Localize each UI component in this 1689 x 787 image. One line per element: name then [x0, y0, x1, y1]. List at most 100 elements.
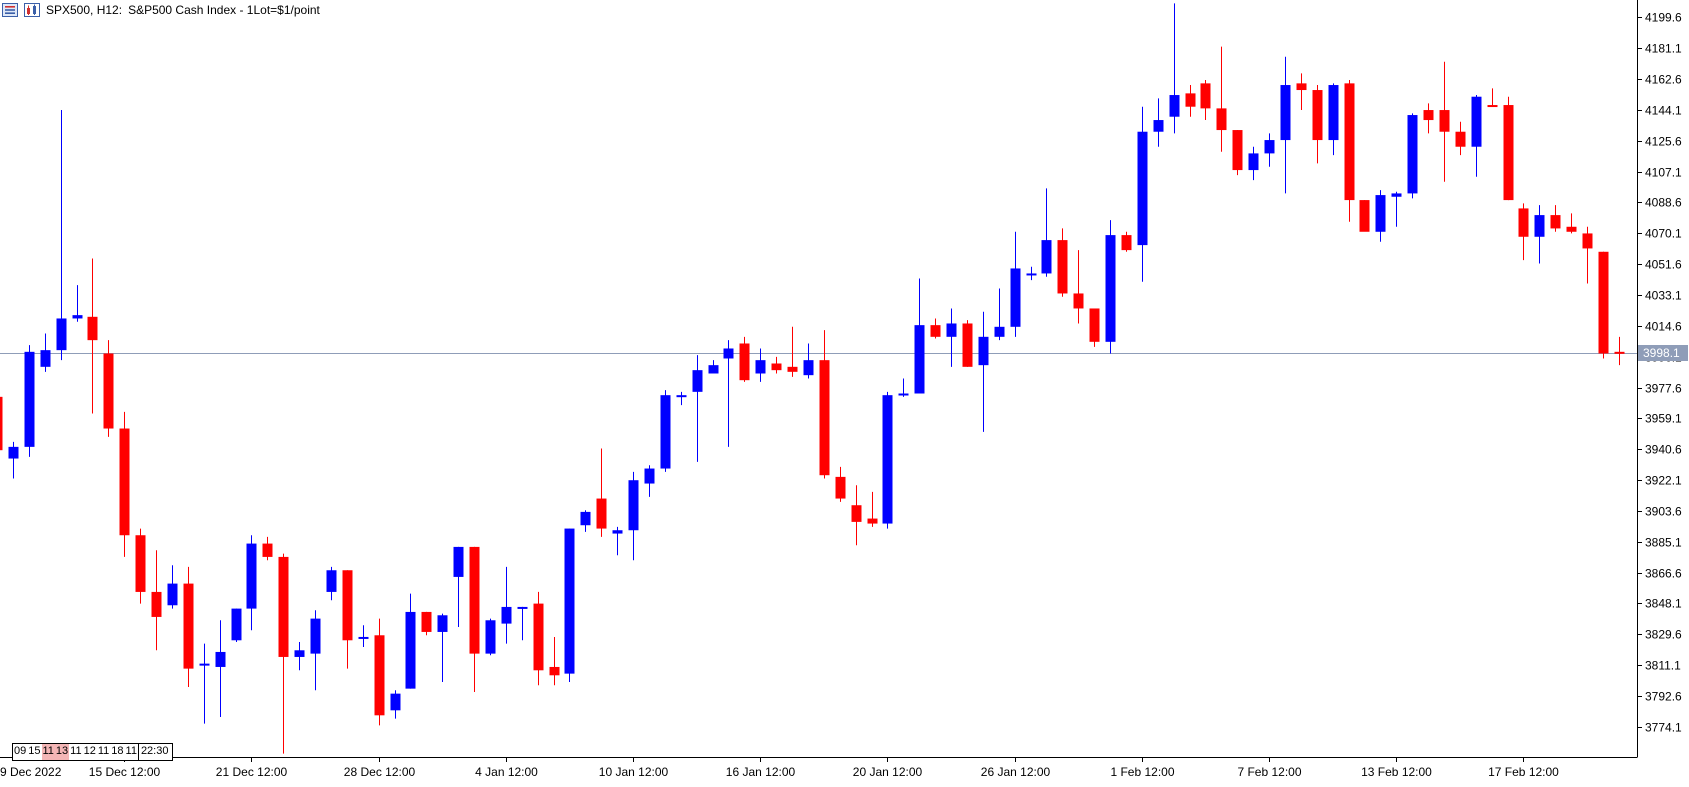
- candle: [326, 566, 337, 601]
- candle: [151, 550, 162, 651]
- candle: [1518, 203, 1529, 261]
- candle-body: [898, 393, 909, 396]
- candle: [1312, 85, 1323, 164]
- candle-body: [946, 323, 957, 337]
- candle-body: [549, 666, 560, 676]
- candle-body: [1598, 251, 1609, 354]
- bar-time-segment: 11: [97, 745, 110, 757]
- candle-body: [1391, 193, 1402, 197]
- candle-body: [882, 395, 893, 524]
- chart-symbol: SPX500, H12:: [46, 3, 123, 17]
- candle: [739, 336, 750, 382]
- candle-body: [1487, 105, 1498, 108]
- candle: [1010, 231, 1021, 337]
- candle: [994, 288, 1005, 341]
- candle: [358, 625, 369, 647]
- x-tick-label: 9 Dec 2022: [0, 765, 62, 779]
- candle: [898, 378, 909, 397]
- menu-list-icon[interactable]: [2, 3, 18, 17]
- candle: [453, 546, 464, 627]
- y-tick-label: 4199.6: [1645, 11, 1682, 25]
- candle-body: [580, 511, 591, 526]
- candle: [72, 285, 83, 322]
- candle: [1185, 85, 1196, 117]
- candle-body: [246, 543, 257, 609]
- candle: [1407, 113, 1418, 199]
- candle: [1248, 146, 1259, 181]
- x-tick-label: 20 Jan 12:00: [853, 765, 923, 779]
- candle-body: [1455, 131, 1466, 147]
- candle: [867, 491, 878, 527]
- candle-body: [1518, 208, 1529, 237]
- candle: [294, 641, 305, 671]
- candle-body: [978, 336, 989, 366]
- candle: [1026, 266, 1037, 281]
- candle-body: [1296, 83, 1307, 91]
- y-tick-label: 4144.1: [1645, 104, 1682, 118]
- candle-body: [501, 606, 512, 624]
- candle: [835, 466, 846, 502]
- x-tick-label: 4 Jan 12:00: [475, 765, 538, 779]
- candle: [1057, 228, 1068, 297]
- candle-body: [723, 348, 734, 359]
- candle-body: [0, 396, 3, 451]
- candle: [1439, 61, 1450, 182]
- candle-body: [135, 535, 146, 592]
- candle: [1614, 336, 1625, 366]
- candle: [1550, 205, 1561, 232]
- candle: [1200, 80, 1211, 121]
- candle: [533, 591, 544, 686]
- candle: [1296, 73, 1307, 111]
- candle: [1423, 103, 1434, 134]
- candle-body: [56, 318, 67, 351]
- last-price-label: 3998.1: [1643, 346, 1680, 360]
- candle-body: [914, 325, 925, 394]
- candle-body: [676, 395, 687, 398]
- y-tick-label: 3922.1: [1645, 474, 1682, 488]
- candle-body: [612, 530, 623, 534]
- candle: [1073, 250, 1084, 324]
- candle: [1121, 231, 1132, 252]
- candle-body: [72, 315, 83, 319]
- bar-time-box: 09 15 11 13 11 12 11 18 11 22:30: [12, 743, 174, 761]
- y-tick-label: 4033.1: [1645, 289, 1682, 303]
- candle-body: [326, 570, 337, 592]
- candle: [1566, 213, 1577, 234]
- candle-body: [1010, 268, 1021, 327]
- candle: [0, 396, 3, 451]
- candle-body: [358, 636, 369, 639]
- candle-body: [1407, 115, 1418, 194]
- candle: [819, 330, 830, 479]
- candle-body: [660, 395, 671, 469]
- candle: [564, 528, 575, 682]
- bar-time-segment: 09: [14, 745, 27, 757]
- candle: [215, 620, 226, 717]
- candle: [1487, 88, 1498, 108]
- candle-body: [103, 353, 114, 429]
- candle-body: [390, 693, 401, 711]
- candle: [24, 345, 35, 457]
- candle: [390, 690, 401, 719]
- candle-body: [1216, 108, 1227, 131]
- x-tick-label: 28 Dec 12:00: [344, 765, 416, 779]
- candle: [56, 110, 67, 361]
- y-tick-label: 4088.6: [1645, 196, 1682, 210]
- candle-body: [485, 620, 496, 654]
- candle-body: [1534, 215, 1545, 237]
- candle-body: [1089, 308, 1100, 342]
- candle-body: [1312, 90, 1323, 141]
- chart-bars-icon[interactable]: [24, 3, 40, 17]
- candle: [549, 636, 560, 686]
- x-tick-label: 16 Jan 12:00: [726, 765, 796, 779]
- candle-body: [374, 635, 385, 716]
- y-tick-label: 4125.6: [1645, 135, 1682, 149]
- chart-description: S&P500 Cash Index - 1Lot=$1/point: [128, 3, 320, 17]
- candle: [1232, 130, 1243, 176]
- candle: [374, 618, 385, 726]
- candle-body: [1105, 235, 1116, 342]
- candle: [1137, 106, 1148, 282]
- candle-body: [708, 365, 719, 374]
- candle: [771, 356, 782, 374]
- candle-body: [1439, 110, 1450, 132]
